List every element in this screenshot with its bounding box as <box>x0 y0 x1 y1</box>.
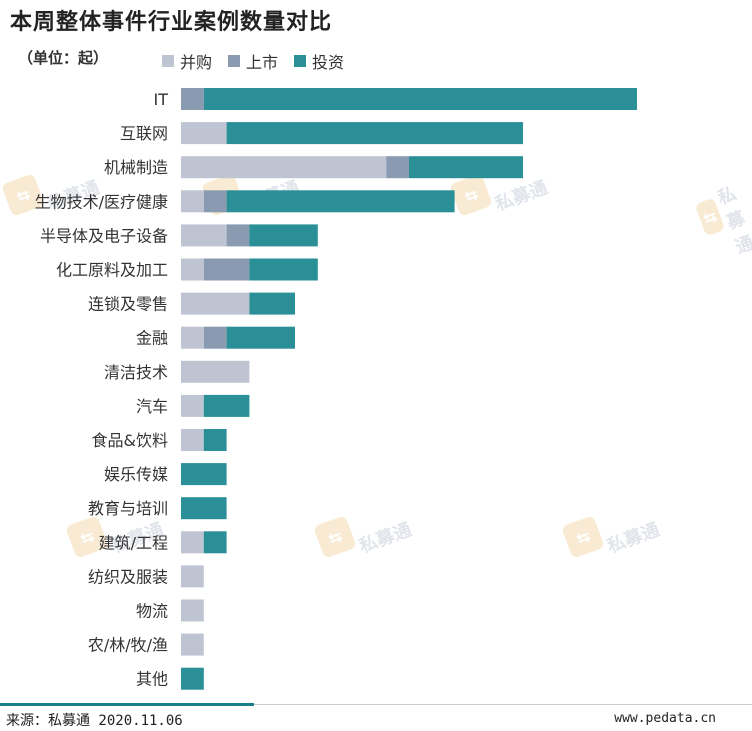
category-label: 教育与培训 <box>88 499 168 518</box>
category-label: 金融 <box>136 329 168 348</box>
chart-legend: 并购 上市 投资 <box>162 49 360 73</box>
bar-segment-merger <box>181 531 204 554</box>
bar-segment-investment <box>226 122 523 145</box>
bar-segment-ipo <box>181 88 204 110</box>
bar-segment-ipo <box>203 326 227 349</box>
footer-accent-bar <box>0 703 254 706</box>
bar-segment-ipo <box>226 224 250 247</box>
footer-site: www.pedata.cn <box>614 711 716 726</box>
bar-segment-investment <box>181 463 227 486</box>
bar-segment-investment <box>181 497 227 520</box>
bar-segment-merger <box>181 156 387 179</box>
category-label: 连锁及零售 <box>88 295 168 314</box>
bar-segment-investment <box>409 156 523 179</box>
category-label: 娱乐传媒 <box>104 465 168 484</box>
bar-segment-merger <box>181 565 204 588</box>
category-label: 食品&饮料 <box>92 431 168 450</box>
bar-segment-merger <box>181 224 227 247</box>
bar-segment-merger <box>181 633 204 656</box>
bar-segment-investment <box>181 667 204 690</box>
bar-segment-merger <box>181 258 204 281</box>
bar-segment-investment <box>203 394 250 417</box>
bar-segment-merger <box>181 360 250 383</box>
chart-title: 本周整体事件行业案例数量对比 <box>10 10 333 35</box>
category-label: 建筑/工程 <box>99 533 168 552</box>
bar-segment-investment <box>226 190 455 213</box>
category-label: 汽车 <box>136 397 168 416</box>
bar-chart: IT 互联网机械制造生物技术/医疗健康半导体及电子设备化工原料及加工连锁及零售金融… <box>35 88 638 690</box>
bar-segment-investment <box>203 88 638 110</box>
bar-segment-ipo <box>386 156 409 179</box>
bar-segment-merger <box>181 326 204 349</box>
category-label: 物流 <box>136 602 168 621</box>
category-label: 农/林/牧/渔 <box>88 636 168 655</box>
footer-source: 来源：私募通 2020.11.06 <box>6 713 183 729</box>
legend-swatch-investment <box>294 55 307 67</box>
legend-label-investment: 投资 <box>312 53 345 72</box>
bar-segment-investment <box>249 292 295 315</box>
category-label: 生物技术/医疗健康 <box>35 192 168 211</box>
category-label: 清洁技术 <box>104 363 168 382</box>
legend-item-investment: 投资 <box>294 49 344 73</box>
unit-label: （单位：起） <box>18 49 109 67</box>
category-label: 互联网 <box>120 124 168 143</box>
legend-label-ipo: 上市 <box>246 53 279 72</box>
bar-segment-merger <box>181 394 204 417</box>
category-label: 机械制造 <box>104 158 168 177</box>
bar-segment-investment <box>249 224 318 247</box>
category-label: 化工原料及加工 <box>56 261 168 280</box>
legend-swatch-ipo <box>228 55 241 67</box>
category-label: IT <box>154 90 169 109</box>
bar-segment-ipo <box>203 190 227 213</box>
legend-item-ipo: 上市 <box>228 49 278 73</box>
bar-segment-merger <box>181 429 204 451</box>
bar-segment-merger <box>181 292 250 315</box>
bar-segment-merger <box>181 122 227 145</box>
bar-segment-investment <box>203 429 227 451</box>
legend-swatch-merger <box>162 55 174 67</box>
category-label: 其他 <box>136 670 168 689</box>
legend-item-merger: 并购 <box>162 49 212 73</box>
category-label: 纺织及服装 <box>88 567 168 586</box>
bar-segment-investment <box>249 258 318 281</box>
bar-segment-investment <box>203 531 227 554</box>
category-label: 半导体及电子设备 <box>40 226 168 245</box>
bar-segment-investment <box>226 326 295 349</box>
footer-divider <box>0 704 752 705</box>
bar-segment-merger <box>181 190 204 213</box>
bar-segment-ipo <box>203 258 250 281</box>
bar-segment-merger <box>181 599 204 622</box>
legend-label-merger: 并购 <box>180 53 213 72</box>
